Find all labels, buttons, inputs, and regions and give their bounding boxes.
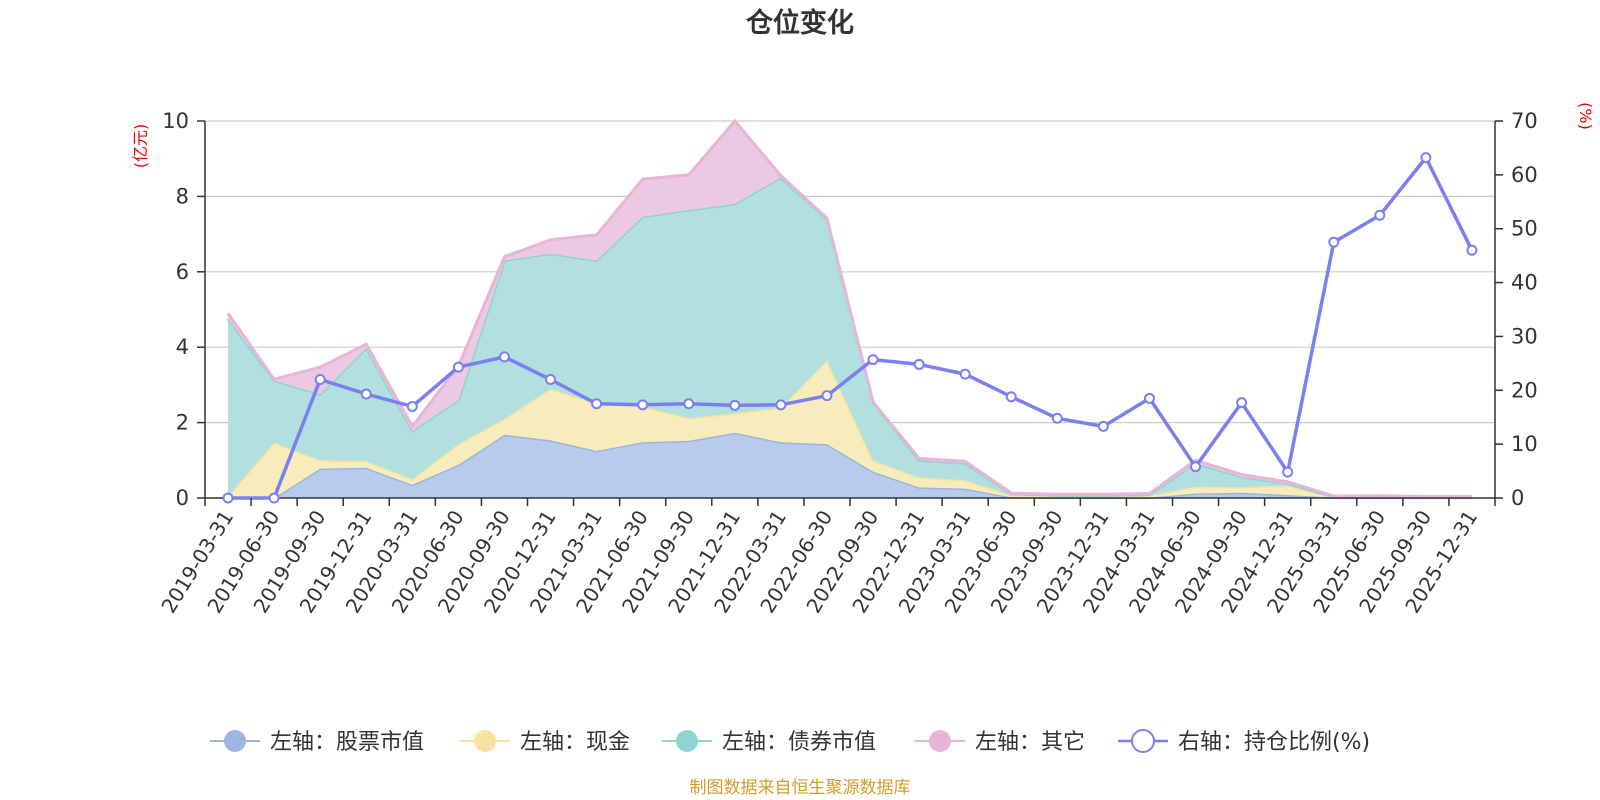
ratio-point[interactable] xyxy=(1466,244,1478,256)
left-tick-label: 4 xyxy=(176,335,189,359)
chart-title: 仓位变化 xyxy=(745,7,854,39)
ratio-point[interactable] xyxy=(1282,466,1294,478)
area-edge-other xyxy=(226,118,1472,498)
grid-lines xyxy=(205,120,1495,424)
legend: 左轴：股票市值 左轴：现金 左轴：债券市值 左轴：其它 右轴：持仓比例(%) xyxy=(210,729,1370,755)
ratio-line xyxy=(228,155,1474,500)
legend-item-cash[interactable]: 左轴：现金 xyxy=(460,730,630,755)
area-bond xyxy=(228,177,1472,498)
right-tick-label: 60 xyxy=(1511,163,1538,187)
legend-label-stock: 左轴：股票市值 xyxy=(270,730,424,755)
ratio-point[interactable] xyxy=(1097,420,1109,432)
ratio-line-layer xyxy=(222,152,1478,504)
stacked-areas xyxy=(226,118,1472,500)
ratio-point[interactable] xyxy=(729,399,741,411)
legend-item-other[interactable]: 左轴：其它 xyxy=(915,730,1085,755)
ratio-point[interactable] xyxy=(1374,209,1386,221)
area-edge-cash xyxy=(226,357,1472,499)
left-tick-label: 0 xyxy=(176,486,189,510)
ratio-point[interactable] xyxy=(1420,152,1432,164)
ratio-point[interactable] xyxy=(591,398,603,410)
right-tick-label: 50 xyxy=(1511,217,1538,241)
legend-item-ratio[interactable]: 右轴：持仓比例(%) xyxy=(1118,729,1370,755)
y-axis-ticks: 0 2 4 6 8 10 0 10 20 30 40 50 60 70 xyxy=(162,109,1537,510)
right-tick-label: 20 xyxy=(1511,378,1538,402)
ratio-point[interactable] xyxy=(821,390,833,402)
ratio-point[interactable] xyxy=(1051,412,1063,424)
ratio-point[interactable] xyxy=(867,354,879,366)
ratio-point[interactable] xyxy=(1328,236,1340,248)
area-stock xyxy=(228,432,1472,498)
ratio-point[interactable] xyxy=(775,399,787,411)
x-axis-ticks: 2019-03-312019-06-302019-09-302019-12-31… xyxy=(156,498,1496,617)
ratio-point[interactable] xyxy=(268,492,280,504)
left-tick-label: 10 xyxy=(162,109,189,133)
legend-label-cash: 左轴：现金 xyxy=(520,730,630,755)
right-tick-label: 40 xyxy=(1511,271,1538,295)
legend-marker-stock xyxy=(224,730,246,752)
legend-item-stock[interactable]: 左轴：股票市值 xyxy=(210,730,424,755)
ratio-point[interactable] xyxy=(637,399,649,411)
ratio-point[interactable] xyxy=(683,398,695,410)
ratio-point[interactable] xyxy=(1143,392,1155,404)
legend-marker-ratio xyxy=(1131,729,1155,753)
right-tick-label: 70 xyxy=(1511,109,1538,133)
right-tick-label: 30 xyxy=(1511,324,1538,348)
right-tick-label: 10 xyxy=(1511,432,1538,456)
data-source-note: 制图数据来自恒生聚源数据库 xyxy=(690,778,911,798)
legend-marker-bond xyxy=(676,730,698,752)
area-cash xyxy=(228,360,1472,498)
legend-item-bond[interactable]: 左轴：债券市值 xyxy=(662,730,876,755)
left-axis-unit: (亿元) xyxy=(131,124,150,169)
ratio-point[interactable] xyxy=(913,358,925,370)
ratio-point[interactable] xyxy=(1190,461,1202,473)
ratio-point[interactable] xyxy=(314,374,326,386)
right-axis-unit: (%) xyxy=(1576,102,1595,130)
left-tick-label: 2 xyxy=(176,411,189,435)
legend-label-bond: 左轴：债券市值 xyxy=(722,730,876,755)
ratio-point[interactable] xyxy=(360,388,372,400)
left-tick-label: 6 xyxy=(176,260,189,284)
ratio-point[interactable] xyxy=(222,492,234,504)
legend-marker-other xyxy=(929,730,951,752)
ratio-point[interactable] xyxy=(452,361,464,373)
ratio-point[interactable] xyxy=(498,351,510,363)
ratio-point[interactable] xyxy=(1005,391,1017,403)
ratio-point[interactable] xyxy=(959,368,971,380)
right-tick-label: 0 xyxy=(1511,486,1524,510)
legend-label-other: 左轴：其它 xyxy=(975,730,1085,755)
left-tick-label: 8 xyxy=(176,184,189,208)
ratio-point[interactable] xyxy=(406,400,418,412)
ratio-point[interactable] xyxy=(1236,397,1248,409)
legend-marker-cash xyxy=(474,730,496,752)
legend-label-ratio: 右轴：持仓比例(%) xyxy=(1178,730,1370,755)
ratio-point[interactable] xyxy=(545,374,557,386)
